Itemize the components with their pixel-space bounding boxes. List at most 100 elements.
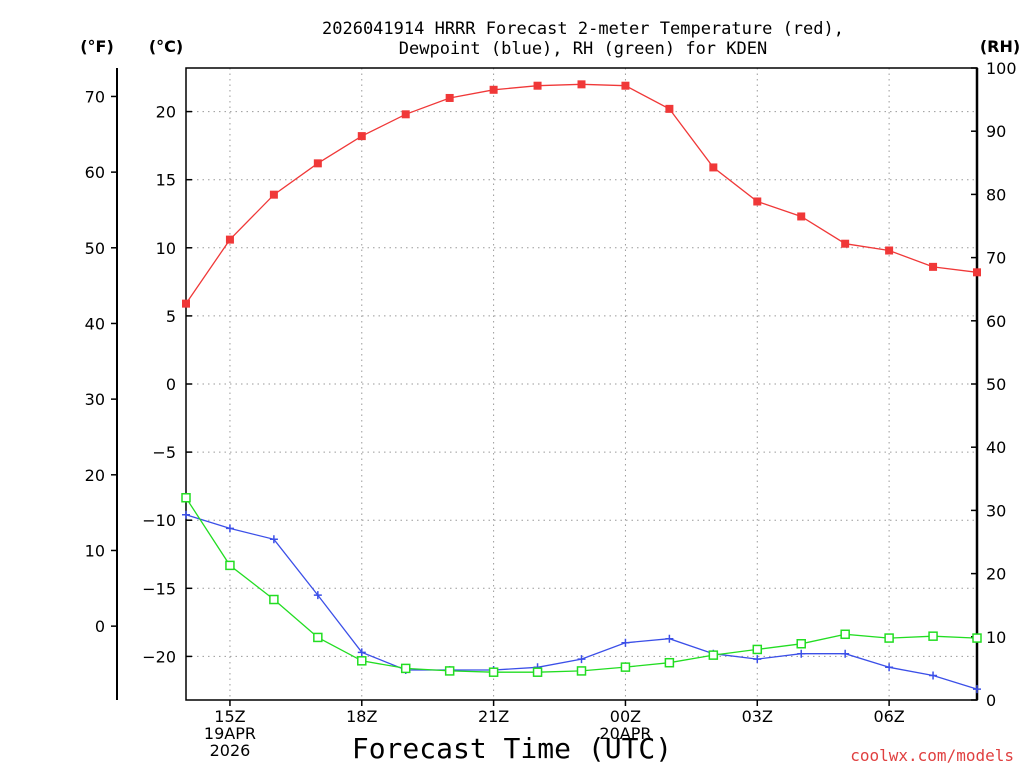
fahrenheit-tick-label: 10	[85, 541, 105, 560]
fahrenheit-tick-label: 70	[85, 87, 105, 106]
dewpoint-point	[269, 535, 278, 544]
fahrenheit-tick-label: 50	[85, 239, 105, 258]
rh-tick-label: 60	[986, 312, 1006, 331]
2-meter-temperature-point	[797, 212, 806, 221]
x-tick-label: 2026	[210, 741, 251, 760]
rh-point	[620, 662, 631, 672]
credit-text: coolwx.com/models	[850, 746, 1014, 765]
2-meter-temperature-point	[182, 299, 190, 308]
rh-point	[796, 639, 806, 649]
dewpoint-point	[577, 655, 586, 664]
rh-point	[313, 632, 323, 643]
x-tick-label: 21Z	[478, 707, 509, 726]
rh-point	[884, 633, 894, 643]
2-meter-temperature-point	[401, 110, 410, 119]
2-meter-temperature-point	[621, 81, 630, 90]
celsius-tick-label: −20	[142, 647, 176, 666]
2-meter-temperature-point	[445, 93, 454, 102]
rh-point	[444, 666, 455, 676]
dewpoint-point	[665, 634, 674, 643]
dewpoint-point	[841, 649, 850, 658]
rh-point	[928, 631, 938, 641]
rh-tick-label: 90	[986, 122, 1006, 141]
2-meter-temperature-point	[357, 132, 366, 141]
rh-tick-label: 100	[986, 59, 1017, 78]
rh-unit-label: (RH)	[980, 37, 1020, 56]
fahrenheit-tick-label: 0	[95, 617, 105, 636]
axes	[111, 67, 979, 706]
2-meter-temperature-line	[185, 83, 978, 304]
2-meter-temperature-point	[709, 163, 718, 172]
dewpoint-point	[797, 649, 806, 658]
2-meter-temperature-point	[929, 262, 938, 271]
dewpoint-point	[753, 655, 762, 664]
x-tick-label: 06Z	[873, 707, 904, 726]
rh-tick-label: 20	[986, 565, 1006, 584]
rh-point	[400, 663, 411, 674]
data-series	[181, 80, 982, 694]
rh-point	[576, 666, 587, 676]
2-meter-temperature-point	[753, 197, 762, 206]
rh-point	[181, 493, 191, 503]
x-tick-label: 15Z	[214, 707, 245, 726]
x-tick-label: 03Z	[742, 707, 773, 726]
dewpoint-point	[929, 671, 938, 680]
2-meter-temperature-point	[973, 268, 981, 277]
rh-point	[664, 657, 675, 668]
dewpoint-point	[885, 663, 894, 672]
x-tick-label: 18Z	[346, 707, 377, 726]
fahrenheit-tick-label: 60	[85, 163, 105, 182]
2-meter-temperature-point	[489, 85, 498, 94]
rh-point	[269, 594, 279, 605]
x-tick-label: 00Z	[610, 707, 641, 726]
gridlines	[186, 68, 977, 700]
chart-title-line-2: Dewpoint (blue), RH (green) for KDEN	[399, 39, 767, 59]
rh-line	[185, 497, 978, 673]
fahrenheit-tick-label: 40	[85, 314, 105, 333]
rh-tick-label: 10	[986, 628, 1006, 647]
2-meter-temperature-point	[533, 81, 542, 90]
rh-tick-label: 50	[986, 375, 1006, 394]
celsius-tick-label: 5	[166, 307, 176, 326]
2-meter-temperature-point	[313, 159, 322, 168]
fahrenheit-unit-label: (°F)	[80, 37, 114, 56]
2-meter-temperature-point	[269, 190, 278, 199]
dewpoint-point	[357, 648, 366, 657]
rh-point	[752, 644, 763, 655]
2-meter-temperature-point	[841, 239, 850, 248]
rh-point	[708, 650, 719, 660]
rh-point	[357, 656, 367, 666]
celsius-tick-label: −15	[142, 579, 176, 598]
2-meter-temperature-point	[885, 246, 894, 255]
rh-tick-label: 80	[986, 185, 1006, 204]
dewpoint-point	[621, 638, 630, 647]
rh-point	[225, 560, 235, 571]
rh-tick-label: 40	[986, 438, 1006, 457]
rh-tick-label: 30	[986, 501, 1006, 520]
celsius-tick-label: 15	[156, 171, 176, 190]
rh-point	[840, 629, 850, 640]
rh-tick-label: 0	[986, 691, 996, 710]
rh-tick-label: 70	[986, 249, 1006, 268]
celsius-tick-label: 20	[156, 103, 176, 122]
x-tick-label: 20APR	[599, 724, 651, 743]
2-meter-temperature-point	[577, 80, 586, 89]
2-meter-temperature-point	[225, 235, 234, 244]
celsius-tick-label: −5	[152, 443, 176, 462]
celsius-tick-label: 10	[156, 239, 176, 258]
dewpoint-point	[313, 591, 322, 600]
fahrenheit-tick-label: 20	[85, 466, 105, 485]
rh-point	[532, 667, 543, 677]
x-tick-label: 19APR	[204, 724, 256, 743]
x-axis-title: Forecast Time (UTC)	[352, 732, 672, 765]
celsius-tick-label: −10	[142, 511, 176, 530]
rh-point	[488, 667, 499, 677]
dewpoint-point	[182, 510, 190, 519]
celsius-tick-label: 0	[166, 375, 176, 394]
2-meter-temperature-point	[665, 104, 674, 113]
dewpoint-point	[973, 685, 981, 694]
rh-point	[972, 633, 982, 643]
chart-title-line-1: 2026041914 HRRR Forecast 2-meter Tempera…	[322, 19, 844, 39]
fahrenheit-tick-label: 30	[85, 390, 105, 409]
